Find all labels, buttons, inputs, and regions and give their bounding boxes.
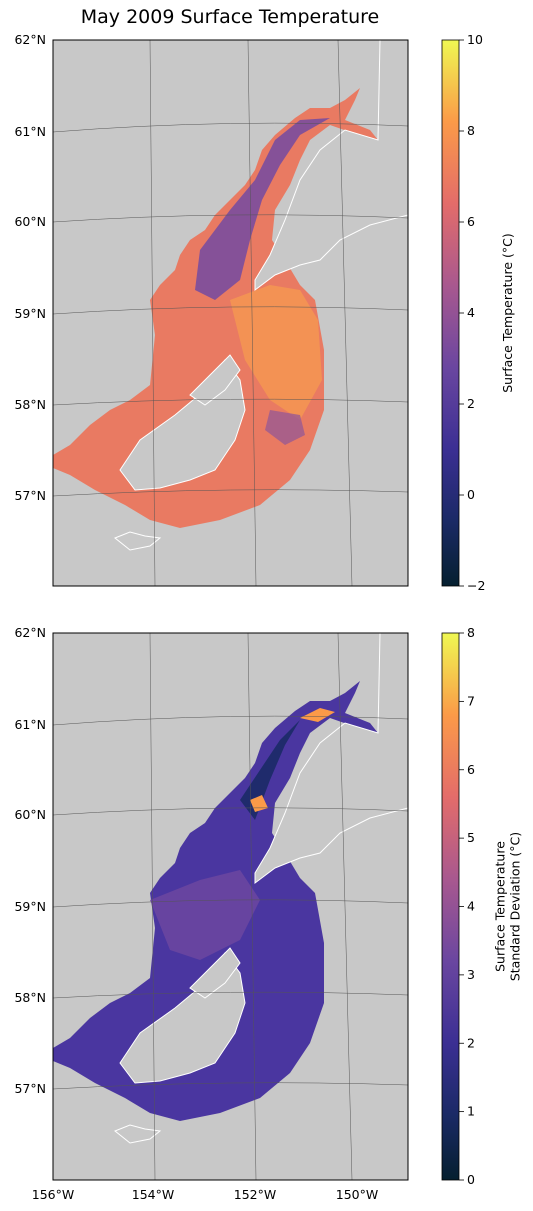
colorbar-tick-label: 5 <box>467 830 475 845</box>
map-frame <box>52 39 409 587</box>
lon-tick-label: 150°W <box>336 1187 378 1202</box>
axis-labels: 62°N61°N60°N59°N58°N57°N1086420−2Surface… <box>14 32 522 1202</box>
colorbar-label: Surface Temperature <box>493 841 508 972</box>
colorbar-label: Surface Temperature (°C) <box>500 233 515 392</box>
kenai-peninsula <box>254 40 408 291</box>
temperature-map <box>53 40 408 586</box>
lat-tick-label: 60°N <box>14 807 46 822</box>
temperature-cool-channel <box>195 118 330 300</box>
small-island-1 <box>114 1124 162 1144</box>
colorbar-tick-label: 8 <box>467 625 475 640</box>
colorbar-tick-label: 7 <box>467 693 475 708</box>
colorbar-tick-label: 2 <box>467 396 475 411</box>
colorbar-tick-label: 0 <box>467 487 475 502</box>
colorbar-tick-label: 10 <box>467 32 483 47</box>
lat-tick-label: 59°N <box>14 306 46 321</box>
colorbar-tick-label: 6 <box>467 214 475 229</box>
kenai-peninsula <box>254 633 408 884</box>
temperature-cool-patch <box>265 410 305 445</box>
afognak-island <box>189 947 241 999</box>
colorbar-tick-label: −2 <box>467 578 485 593</box>
colorbar-tick-label: 0 <box>467 1172 475 1187</box>
lon-tick-label: 156°W <box>32 1187 74 1202</box>
colorbar-tick-label: 8 <box>467 123 475 138</box>
stddev-low-channel <box>240 720 300 820</box>
colorbar-tick-label: 4 <box>467 305 475 320</box>
lat-tick-label: 59°N <box>14 899 46 914</box>
lon-tick-label: 154°W <box>132 1187 174 1202</box>
lat-tick-label: 61°N <box>14 717 46 732</box>
colorbar-top <box>441 39 460 587</box>
afognak-island <box>189 354 241 406</box>
colorbar-tick-label: 6 <box>467 762 475 777</box>
map-frame <box>52 632 409 1181</box>
lat-tick-label: 58°N <box>14 990 46 1005</box>
lat-tick-label: 57°N <box>14 1081 46 1096</box>
figure-title: May 2009 Surface Temperature <box>80 6 380 28</box>
colorbar-label: Standard Deviation (°C) <box>508 832 523 981</box>
graticule <box>53 40 408 586</box>
small-island-1 <box>114 531 162 551</box>
colorbar-bottom <box>441 632 460 1181</box>
lat-tick-label: 58°N <box>14 397 46 412</box>
colorbar-tick-label: 3 <box>467 967 475 982</box>
lat-tick-label: 57°N <box>14 488 46 503</box>
stddev-high-spots <box>250 708 335 812</box>
graticule <box>53 633 408 1180</box>
lon-tick-label: 152°W <box>234 1187 276 1202</box>
stddev-mid-patch <box>150 870 260 960</box>
stddev-map <box>53 633 408 1180</box>
lat-tick-label: 62°N <box>14 32 46 47</box>
colorbar-tick-label: 2 <box>467 1035 475 1050</box>
lat-tick-label: 60°N <box>14 214 46 229</box>
lat-tick-label: 62°N <box>14 625 46 640</box>
colorbar-tick-label: 4 <box>467 899 475 914</box>
lat-tick-label: 61°N <box>14 124 46 139</box>
colorbar-tick-label: 1 <box>467 1104 475 1119</box>
temperature-warm-patch <box>230 285 322 420</box>
